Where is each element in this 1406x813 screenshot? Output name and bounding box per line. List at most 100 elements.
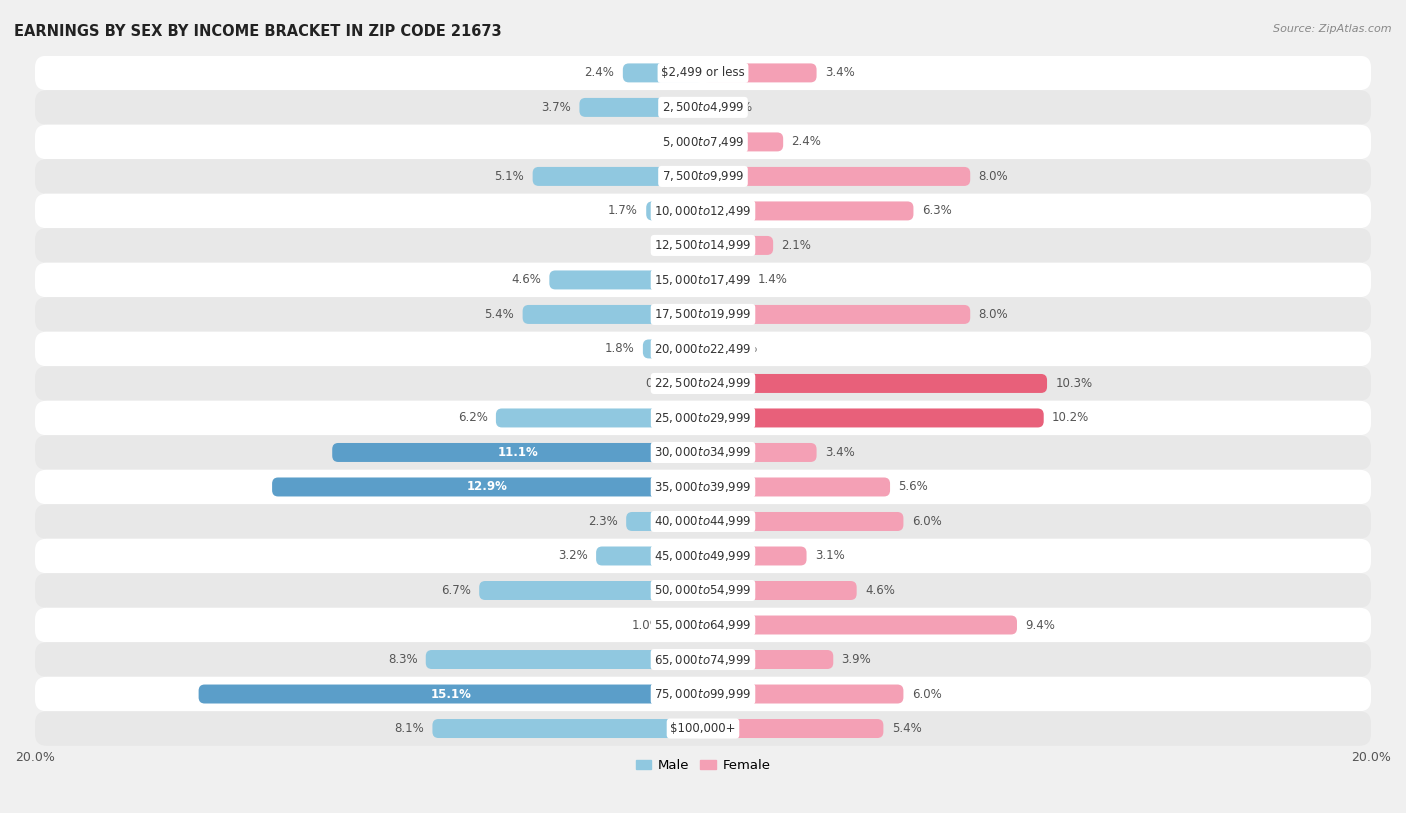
FancyBboxPatch shape: [690, 374, 703, 393]
Text: 8.3%: 8.3%: [388, 653, 418, 666]
Text: 9.4%: 9.4%: [1025, 619, 1056, 632]
FancyBboxPatch shape: [643, 340, 703, 359]
Text: 6.2%: 6.2%: [458, 411, 488, 424]
Text: $75,000 to $99,999: $75,000 to $99,999: [654, 687, 752, 701]
Text: $2,500 to $4,999: $2,500 to $4,999: [662, 101, 744, 115]
Text: $17,500 to $19,999: $17,500 to $19,999: [654, 307, 752, 321]
FancyBboxPatch shape: [703, 167, 970, 186]
Text: 8.0%: 8.0%: [979, 170, 1008, 183]
Text: $55,000 to $64,999: $55,000 to $64,999: [654, 618, 752, 632]
FancyBboxPatch shape: [426, 650, 703, 669]
Text: 11.1%: 11.1%: [498, 446, 538, 459]
FancyBboxPatch shape: [35, 193, 1371, 228]
FancyBboxPatch shape: [703, 340, 711, 359]
Text: 3.9%: 3.9%: [842, 653, 872, 666]
Text: 15.1%: 15.1%: [430, 688, 471, 701]
Text: EARNINGS BY SEX BY INCOME BRACKET IN ZIP CODE 21673: EARNINGS BY SEX BY INCOME BRACKET IN ZIP…: [14, 24, 502, 39]
Text: $40,000 to $44,999: $40,000 to $44,999: [654, 515, 752, 528]
FancyBboxPatch shape: [35, 366, 1371, 401]
Text: $10,000 to $12,499: $10,000 to $12,499: [654, 204, 752, 218]
FancyBboxPatch shape: [35, 90, 1371, 124]
Text: 12.9%: 12.9%: [467, 480, 508, 493]
Text: $22,500 to $24,999: $22,500 to $24,999: [654, 376, 752, 390]
Text: 6.0%: 6.0%: [911, 688, 942, 701]
Text: $7,500 to $9,999: $7,500 to $9,999: [662, 169, 744, 184]
FancyBboxPatch shape: [35, 263, 1371, 298]
Text: 10.2%: 10.2%: [1052, 411, 1090, 424]
Text: 6.7%: 6.7%: [441, 584, 471, 597]
FancyBboxPatch shape: [703, 443, 817, 462]
Text: 0.13%: 0.13%: [716, 101, 752, 114]
FancyBboxPatch shape: [703, 719, 883, 738]
FancyBboxPatch shape: [35, 55, 1371, 90]
Legend: Male, Female: Male, Female: [630, 754, 776, 777]
Text: 8.1%: 8.1%: [394, 722, 425, 735]
FancyBboxPatch shape: [579, 98, 703, 117]
Text: $15,000 to $17,499: $15,000 to $17,499: [654, 273, 752, 287]
Text: $5,000 to $7,499: $5,000 to $7,499: [662, 135, 744, 149]
FancyBboxPatch shape: [496, 408, 703, 428]
Text: $45,000 to $49,999: $45,000 to $49,999: [654, 549, 752, 563]
Text: $2,499 or less: $2,499 or less: [661, 67, 745, 80]
FancyBboxPatch shape: [433, 719, 703, 738]
FancyBboxPatch shape: [703, 546, 807, 566]
FancyBboxPatch shape: [703, 512, 904, 531]
Text: 2.4%: 2.4%: [792, 136, 821, 149]
Text: 8.0%: 8.0%: [979, 308, 1008, 321]
FancyBboxPatch shape: [35, 676, 1371, 711]
Text: 5.4%: 5.4%: [485, 308, 515, 321]
FancyBboxPatch shape: [35, 124, 1371, 159]
Text: 3.4%: 3.4%: [825, 67, 855, 80]
Text: 3.1%: 3.1%: [815, 550, 845, 563]
FancyBboxPatch shape: [703, 685, 904, 703]
FancyBboxPatch shape: [273, 477, 703, 497]
Text: 3.7%: 3.7%: [541, 101, 571, 114]
FancyBboxPatch shape: [703, 63, 817, 82]
Text: $12,500 to $14,999: $12,500 to $14,999: [654, 238, 752, 252]
FancyBboxPatch shape: [35, 470, 1371, 504]
FancyBboxPatch shape: [35, 435, 1371, 470]
FancyBboxPatch shape: [35, 539, 1371, 573]
Text: 1.7%: 1.7%: [607, 204, 638, 217]
FancyBboxPatch shape: [703, 202, 914, 220]
FancyBboxPatch shape: [703, 581, 856, 600]
FancyBboxPatch shape: [703, 615, 1017, 634]
FancyBboxPatch shape: [550, 271, 703, 289]
FancyBboxPatch shape: [703, 133, 783, 151]
Text: 1.8%: 1.8%: [605, 342, 634, 355]
Text: $100,000+: $100,000+: [671, 722, 735, 735]
Text: $30,000 to $34,999: $30,000 to $34,999: [654, 446, 752, 459]
FancyBboxPatch shape: [703, 408, 1043, 428]
FancyBboxPatch shape: [198, 685, 703, 703]
FancyBboxPatch shape: [703, 271, 749, 289]
FancyBboxPatch shape: [626, 512, 703, 531]
FancyBboxPatch shape: [35, 711, 1371, 746]
FancyBboxPatch shape: [35, 504, 1371, 539]
FancyBboxPatch shape: [35, 298, 1371, 332]
FancyBboxPatch shape: [703, 236, 773, 255]
Text: 2.3%: 2.3%: [588, 515, 617, 528]
FancyBboxPatch shape: [703, 477, 890, 497]
Text: 4.6%: 4.6%: [865, 584, 894, 597]
FancyBboxPatch shape: [669, 615, 703, 634]
Text: 0.0%: 0.0%: [665, 239, 695, 252]
FancyBboxPatch shape: [35, 642, 1371, 676]
FancyBboxPatch shape: [35, 332, 1371, 366]
FancyBboxPatch shape: [35, 573, 1371, 608]
Text: $50,000 to $54,999: $50,000 to $54,999: [654, 584, 752, 598]
Text: 5.6%: 5.6%: [898, 480, 928, 493]
Text: Source: ZipAtlas.com: Source: ZipAtlas.com: [1274, 24, 1392, 34]
Text: 5.4%: 5.4%: [891, 722, 921, 735]
Text: 0.0%: 0.0%: [665, 136, 695, 149]
Text: 2.1%: 2.1%: [782, 239, 811, 252]
Text: 3.4%: 3.4%: [825, 446, 855, 459]
Text: 10.3%: 10.3%: [1056, 377, 1092, 390]
FancyBboxPatch shape: [35, 159, 1371, 193]
FancyBboxPatch shape: [702, 98, 709, 117]
FancyBboxPatch shape: [703, 650, 834, 669]
Text: $35,000 to $39,999: $35,000 to $39,999: [654, 480, 752, 494]
FancyBboxPatch shape: [596, 546, 703, 566]
FancyBboxPatch shape: [523, 305, 703, 324]
Text: 6.3%: 6.3%: [922, 204, 952, 217]
FancyBboxPatch shape: [647, 202, 703, 220]
